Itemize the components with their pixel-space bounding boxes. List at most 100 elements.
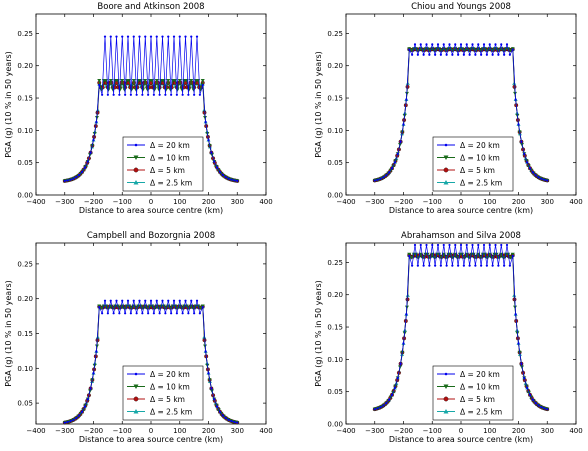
data-point <box>95 350 98 353</box>
data-point <box>204 350 207 353</box>
data-point <box>129 93 132 96</box>
data-point <box>421 256 426 260</box>
data-point <box>399 362 402 365</box>
data-point <box>488 43 491 46</box>
legend-marker <box>443 409 449 414</box>
data-point <box>514 98 517 101</box>
data-point <box>83 166 86 169</box>
data-point <box>69 419 72 423</box>
data-point <box>540 177 543 180</box>
data-point <box>69 178 72 181</box>
data-point <box>147 312 150 315</box>
x-tick-label: 0 <box>149 198 153 206</box>
data-point <box>411 53 414 56</box>
data-point <box>482 43 486 46</box>
x-tick-label: 400 <box>569 427 582 435</box>
data-point <box>514 313 517 316</box>
data-point <box>221 173 224 177</box>
y-tick-label: 0.05 <box>327 159 343 167</box>
x-tick-label: 300 <box>231 198 244 206</box>
x-tick-label: 300 <box>541 427 554 435</box>
data-point <box>181 312 184 315</box>
data-point <box>455 256 460 260</box>
x-tick-label: 300 <box>231 427 244 435</box>
data-point <box>154 78 159 83</box>
data-point <box>491 264 494 267</box>
data-point <box>534 402 537 405</box>
data-point <box>177 78 182 83</box>
data-point <box>195 299 199 302</box>
data-point <box>164 93 167 96</box>
data-point <box>511 48 514 51</box>
data-point <box>376 407 379 410</box>
data-point <box>528 393 532 396</box>
legend-marker <box>443 384 449 389</box>
data-point <box>75 176 78 179</box>
legend-marker <box>133 167 139 173</box>
data-point <box>155 299 158 302</box>
legend-marker <box>443 180 449 185</box>
y-tick-label: 0.25 <box>17 260 33 268</box>
data-point <box>138 35 141 38</box>
data-point <box>106 93 109 96</box>
data-point <box>388 171 391 174</box>
y-tick-label: 0.05 <box>17 400 33 408</box>
chart-title: Chiou and Youngs 2008 <box>411 2 511 12</box>
data-point <box>382 404 385 407</box>
data-point <box>109 299 112 302</box>
data-point <box>408 254 411 258</box>
x-tick-label: 400 <box>569 198 582 206</box>
data-point <box>462 264 465 267</box>
legend-marker <box>133 155 139 160</box>
data-point <box>503 264 506 267</box>
data-point <box>474 53 477 56</box>
data-point <box>488 243 491 247</box>
data-point <box>388 398 391 401</box>
data-point <box>198 312 201 315</box>
y-tick-label: 0.00 <box>327 192 343 200</box>
data-point <box>172 299 176 302</box>
data-point <box>540 406 543 409</box>
data-point <box>135 93 138 96</box>
data-point <box>118 312 121 315</box>
legend-label: Δ = 20 km <box>460 141 500 150</box>
x-tick-label: 100 <box>483 198 496 206</box>
data-point <box>149 299 153 302</box>
y-tick-label: 0.20 <box>17 62 33 70</box>
data-point <box>454 243 457 247</box>
data-point <box>72 177 75 180</box>
data-point <box>534 174 537 177</box>
data-point <box>218 170 222 174</box>
data-point <box>508 48 513 53</box>
x-tick-label: 400 <box>259 198 272 206</box>
x-axis-label: Distance to area source centre (km) <box>389 435 533 444</box>
y-tick-label: 0.05 <box>327 388 343 396</box>
chart-panel-1: Boore and Atkinson 2008 −400 −300 −200 −100 0… <box>4 2 273 215</box>
data-point <box>89 151 92 154</box>
data-point <box>385 174 388 177</box>
data-point <box>526 386 529 389</box>
data-point <box>390 393 394 396</box>
data-point <box>445 53 448 56</box>
data-point <box>138 299 141 302</box>
data-point <box>121 35 124 38</box>
data-point <box>161 35 164 38</box>
y-tick-label: 0.25 <box>327 259 343 267</box>
data-point <box>193 312 196 315</box>
data-point <box>523 376 526 380</box>
data-point <box>373 179 376 182</box>
data-point <box>181 93 184 96</box>
data-point <box>210 387 213 390</box>
data-point <box>190 35 193 38</box>
data-point <box>471 243 474 247</box>
data-point <box>92 138 95 142</box>
data-point <box>89 387 92 390</box>
data-point <box>431 43 434 46</box>
data-point <box>439 264 442 267</box>
data-point <box>233 420 236 424</box>
data-point <box>112 93 115 96</box>
x-tick-label: 300 <box>541 198 554 206</box>
data-point <box>465 43 468 46</box>
data-point <box>135 312 138 315</box>
